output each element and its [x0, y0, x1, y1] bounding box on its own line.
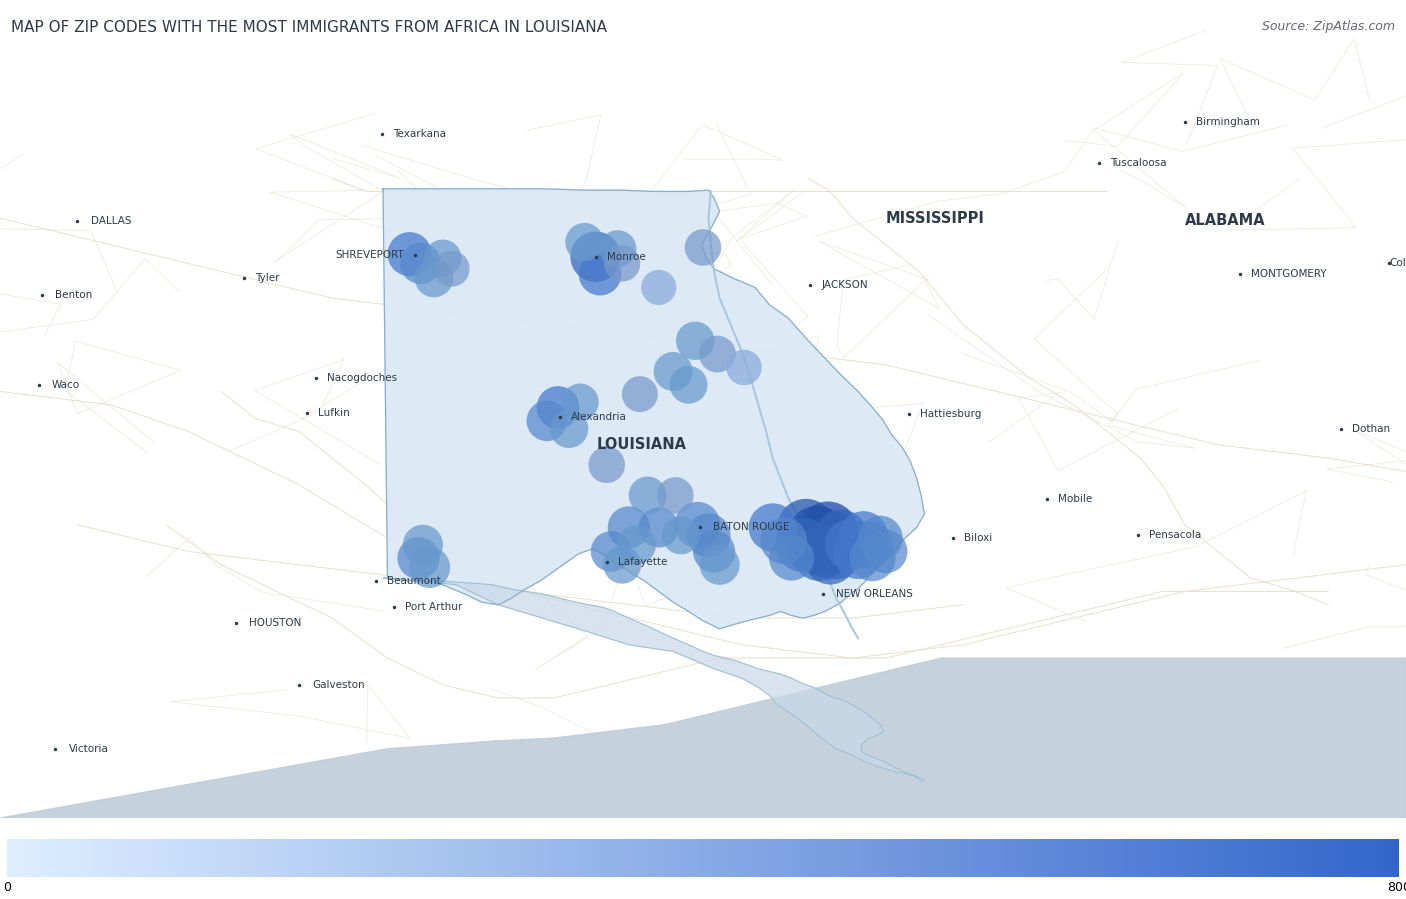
Text: Lafayette: Lafayette: [617, 557, 666, 567]
Text: Tyler: Tyler: [254, 273, 280, 283]
Point: [569, 395, 592, 409]
Point: [669, 529, 692, 543]
Text: Pensacola: Pensacola: [1149, 530, 1201, 540]
Text: Biloxi: Biloxi: [965, 533, 993, 543]
Point: [412, 538, 434, 552]
Point: [662, 364, 685, 378]
Point: [558, 422, 581, 436]
Text: MAP OF ZIP CODES WITH THE MOST IMMIGRANTS FROM AFRICA IN LOUISIANA: MAP OF ZIP CODES WITH THE MOST IMMIGRANT…: [11, 20, 607, 35]
Text: Lufkin: Lufkin: [318, 408, 350, 418]
Text: Beaumont: Beaumont: [388, 575, 441, 586]
Point: [703, 544, 725, 558]
Text: Port Arthur: Port Arthur: [405, 602, 463, 612]
Text: Colu: Colu: [1389, 258, 1406, 269]
Point: [733, 360, 755, 375]
Text: ALABAMA: ALABAMA: [1185, 213, 1265, 228]
Text: Birmingham: Birmingham: [1195, 117, 1260, 127]
Point: [852, 529, 875, 543]
Point: [595, 458, 617, 472]
Text: Mobile: Mobile: [1059, 494, 1092, 504]
Text: Hattiesburg: Hattiesburg: [920, 409, 981, 419]
Point: [846, 547, 869, 561]
Text: JACKSON: JACKSON: [821, 280, 868, 289]
Text: Waco: Waco: [52, 379, 80, 390]
Point: [686, 518, 709, 532]
Point: [803, 538, 825, 552]
Text: MONTGOMERY: MONTGOMERY: [1251, 269, 1327, 279]
Point: [875, 544, 897, 558]
Point: [820, 551, 842, 565]
Text: MISSISSIPPI: MISSISSIPPI: [886, 210, 984, 226]
Point: [440, 262, 463, 276]
Text: Source: ZipAtlas.com: Source: ZipAtlas.com: [1261, 20, 1395, 32]
Point: [830, 529, 852, 543]
Text: BATON ROUGE: BATON ROUGE: [713, 522, 789, 532]
Point: [817, 524, 839, 539]
Point: [637, 488, 659, 503]
Point: [806, 529, 828, 543]
Point: [664, 488, 686, 503]
Point: [648, 521, 671, 535]
Polygon shape: [382, 189, 924, 628]
Point: [574, 235, 596, 249]
Text: DALLAS: DALLAS: [91, 216, 131, 226]
Polygon shape: [382, 578, 924, 780]
Text: Texarkana: Texarkana: [394, 129, 446, 139]
Text: Alexandria: Alexandria: [571, 412, 627, 422]
Point: [821, 534, 844, 548]
Point: [814, 541, 837, 556]
Point: [612, 557, 634, 572]
Point: [409, 256, 432, 271]
Text: SHREVEPORT: SHREVEPORT: [336, 251, 404, 261]
Point: [398, 247, 420, 262]
Text: LOUISIANA: LOUISIANA: [598, 437, 688, 452]
Point: [808, 547, 831, 561]
Point: [858, 538, 880, 552]
Point: [600, 544, 623, 558]
Point: [706, 347, 728, 361]
Text: NEW ORLEANS: NEW ORLEANS: [835, 589, 912, 599]
Point: [628, 387, 651, 401]
Point: [589, 267, 612, 281]
Point: [419, 560, 441, 574]
Polygon shape: [0, 658, 1406, 818]
Point: [683, 334, 706, 348]
Point: [839, 538, 862, 552]
Text: Monroe: Monroe: [606, 252, 645, 262]
Point: [709, 557, 731, 572]
Point: [869, 531, 891, 546]
Point: [536, 414, 558, 428]
Point: [612, 256, 634, 271]
Point: [794, 521, 817, 535]
Point: [606, 242, 628, 256]
Text: Dothan: Dothan: [1351, 423, 1391, 434]
Point: [547, 400, 569, 414]
Point: [423, 271, 446, 285]
Text: Benton: Benton: [55, 290, 93, 300]
Point: [824, 544, 846, 558]
Point: [860, 551, 883, 565]
Point: [692, 240, 714, 254]
Text: Victoria: Victoria: [69, 743, 108, 753]
Point: [432, 251, 454, 265]
Point: [585, 250, 607, 264]
Point: [762, 521, 785, 535]
Point: [678, 378, 700, 392]
Point: [792, 538, 814, 552]
Point: [648, 280, 671, 295]
Point: [697, 529, 720, 543]
Point: [780, 551, 803, 565]
Text: Galveston: Galveston: [312, 680, 364, 690]
Text: Nacogdoches: Nacogdoches: [326, 373, 396, 383]
Point: [772, 534, 794, 548]
Text: Tuscaloosa: Tuscaloosa: [1111, 158, 1167, 168]
Text: HOUSTON: HOUSTON: [249, 619, 301, 628]
Point: [626, 538, 648, 552]
Point: [617, 521, 640, 535]
Point: [408, 551, 430, 565]
